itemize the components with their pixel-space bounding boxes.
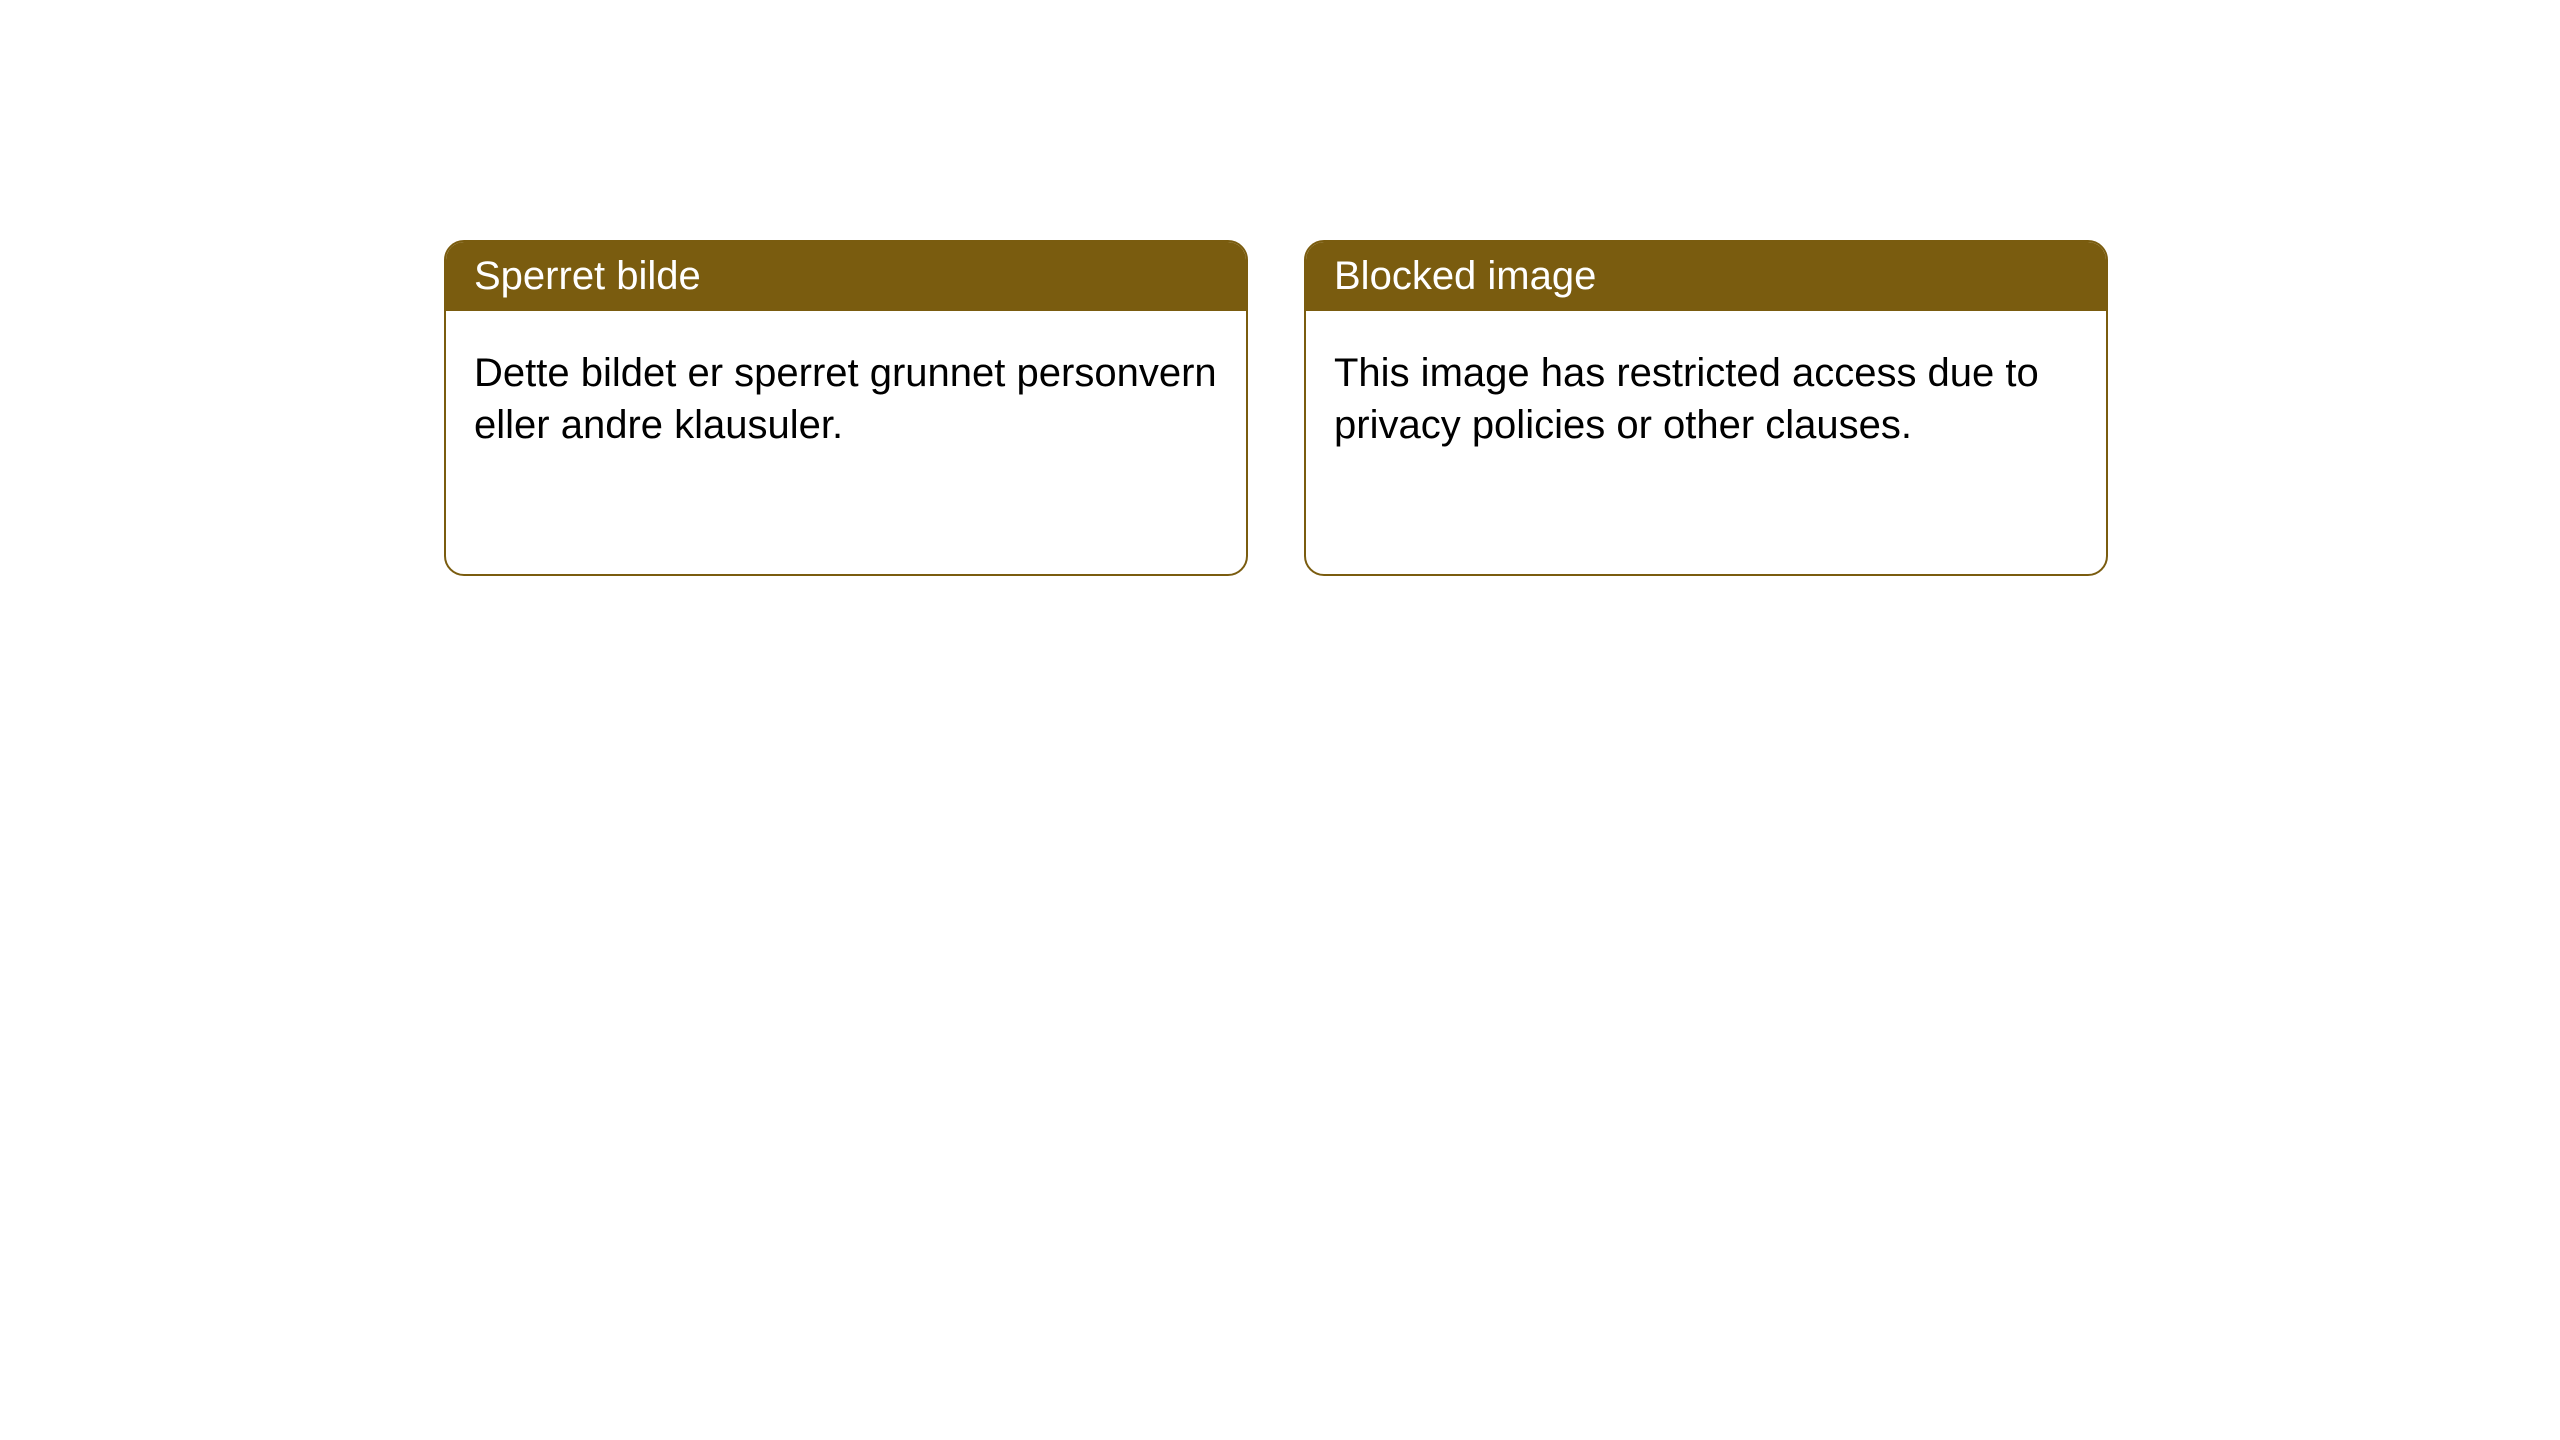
- card-header-no: Sperret bilde: [446, 242, 1246, 311]
- card-title-no: Sperret bilde: [474, 254, 701, 298]
- card-text-en: This image has restricted access due to …: [1334, 351, 2039, 447]
- card-text-no: Dette bildet er sperret grunnet personve…: [474, 351, 1217, 447]
- notice-card-no: Sperret bilde Dette bildet er sperret gr…: [444, 240, 1248, 576]
- notice-card-en: Blocked image This image has restricted …: [1304, 240, 2108, 576]
- card-header-en: Blocked image: [1306, 242, 2106, 311]
- card-body-no: Dette bildet er sperret grunnet personve…: [446, 311, 1246, 487]
- card-body-en: This image has restricted access due to …: [1306, 311, 2106, 487]
- card-container: Sperret bilde Dette bildet er sperret gr…: [0, 0, 2560, 576]
- card-title-en: Blocked image: [1334, 254, 1596, 298]
